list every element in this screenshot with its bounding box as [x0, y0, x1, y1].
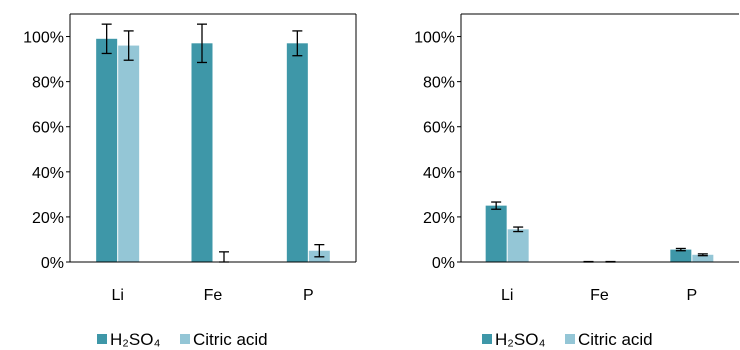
chart-right: 0% 20% 40% 60% 80% 100% Li Fe P H₂SO₄ Citric acid: [414, 14, 739, 349]
x-tick-label: Li: [501, 287, 513, 304]
x-tick-label: P: [303, 287, 314, 304]
bar: [118, 46, 139, 262]
x-tick-label: Li: [111, 287, 123, 304]
bar: [508, 229, 529, 262]
y-tick-label: 40%: [423, 165, 455, 182]
legend-label: Citric acid: [578, 330, 653, 349]
y-tick-label: 60%: [32, 120, 64, 137]
x-tick-label: Fe: [204, 287, 223, 304]
y-tick-label: 80%: [32, 75, 64, 92]
legend-swatch: [180, 334, 190, 344]
legend-swatch: [97, 334, 107, 344]
y-tick-label: 0%: [41, 255, 64, 272]
legend-label: Citric acid: [193, 330, 268, 349]
x-tick-label: Fe: [590, 287, 609, 304]
y-tick-label: 0%: [432, 255, 455, 272]
bar: [486, 206, 507, 262]
y-tick-label: 100%: [23, 30, 64, 47]
bar: [287, 43, 308, 262]
bar: [670, 250, 691, 262]
bar: [192, 43, 213, 262]
legend-swatch: [482, 334, 492, 344]
y-tick-label: 80%: [423, 75, 455, 92]
y-tick-label: 100%: [414, 30, 455, 47]
y-tick-label: 20%: [423, 210, 455, 227]
bar: [96, 39, 117, 262]
y-tick-label: 60%: [423, 120, 455, 137]
y-tick-label: 40%: [32, 165, 64, 182]
legend-label: H₂SO₄: [110, 330, 160, 349]
legend-label: H₂SO₄: [495, 330, 545, 349]
y-tick-label: 20%: [32, 210, 64, 227]
x-tick-label: P: [686, 287, 697, 304]
chart-left: 0% 20% 40% 60% 80% 100% Li Fe P H₂SO₄ Citric acid: [23, 14, 356, 349]
legend-swatch: [565, 334, 575, 344]
